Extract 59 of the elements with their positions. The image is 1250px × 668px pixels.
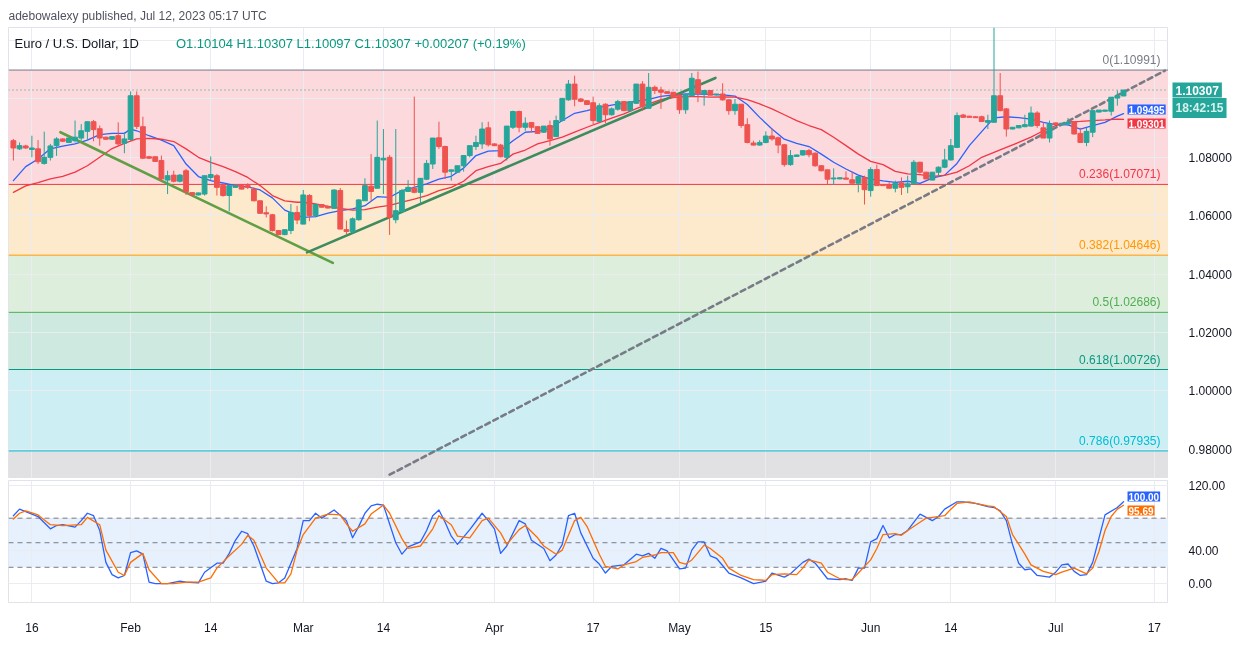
ref-line-label: 0.382(1.04646) bbox=[1079, 238, 1161, 253]
ref-line-label: 0.236(1.07071) bbox=[1079, 167, 1161, 182]
y-tick-label: 1.02000 bbox=[1188, 325, 1233, 340]
y-tick-label: 1.00000 bbox=[1188, 384, 1233, 399]
text: 18:42:15 bbox=[1175, 101, 1224, 116]
candlestick bbox=[732, 98, 738, 116]
candlestick bbox=[695, 71, 701, 103]
x-tick-label: 14 bbox=[944, 620, 958, 635]
x-tick-label: 16 bbox=[25, 620, 39, 635]
candlestick bbox=[35, 139, 41, 165]
candlestick bbox=[867, 166, 874, 198]
y-tick-label: 120.00 bbox=[1188, 478, 1226, 493]
candlestick bbox=[645, 72, 652, 109]
ref-line-label: 0(1.10991) bbox=[1102, 53, 1161, 68]
x-tick-label: 17 bbox=[1147, 620, 1162, 635]
candlestick bbox=[294, 205, 300, 225]
x-tick-label: 17 bbox=[586, 620, 601, 635]
y-tick-label: 40.00 bbox=[1188, 544, 1219, 559]
candlestick bbox=[1046, 120, 1053, 143]
candlestick bbox=[331, 188, 337, 210]
candlestick bbox=[411, 96, 418, 194]
data-label: 1.09301 bbox=[1128, 118, 1166, 130]
candlestick bbox=[306, 193, 313, 222]
text: Euro / U.S. Dollar, 1D bbox=[14, 35, 139, 51]
text: O1.10104 H1.10307 L1.10097 C1.10307 +0.00207 (+0.19%) bbox=[175, 35, 526, 51]
data-label: 100.00 bbox=[1128, 491, 1160, 503]
x-tick-label: Mar bbox=[292, 620, 314, 635]
ref-line-label: 1.10307 bbox=[1175, 83, 1220, 98]
x-tick-label: 14 bbox=[376, 620, 391, 635]
ref-line-label: 0.5(1.02686) bbox=[1092, 295, 1161, 310]
x-tick-label: 15 bbox=[759, 620, 773, 635]
candlestick bbox=[596, 102, 603, 122]
x-tick-label: Apr bbox=[485, 620, 504, 635]
y-tick-label: 1.04000 bbox=[1188, 267, 1233, 282]
candlestick bbox=[547, 120, 553, 147]
y-tick-label: 1.06000 bbox=[1188, 209, 1233, 224]
data-label: 1.09495 bbox=[1128, 104, 1166, 116]
candlestick bbox=[164, 170, 171, 195]
x-tick-label: Feb bbox=[120, 620, 142, 635]
candlestick bbox=[861, 175, 868, 206]
candlestick bbox=[639, 80, 646, 112]
text: adebowalexy published, Jul 12, 2023 05:17 UTC bbox=[8, 8, 267, 23]
y-tick-label: 0.98000 bbox=[1188, 442, 1233, 457]
data-label: 95.69 bbox=[1128, 505, 1154, 517]
candlestick bbox=[115, 121, 122, 147]
y-tick-label: 0.00 bbox=[1188, 577, 1213, 592]
x-tick-label: May bbox=[668, 620, 691, 635]
candlestick bbox=[368, 153, 374, 202]
x-tick-label: Jul bbox=[1048, 620, 1064, 635]
candlestick bbox=[183, 168, 189, 196]
line-series bbox=[12, 501, 1125, 585]
candlestick bbox=[28, 135, 35, 158]
ref-line-label: 0.786(0.97935) bbox=[1079, 433, 1161, 448]
candlestick bbox=[10, 138, 17, 162]
x-tick-label: 14 bbox=[204, 620, 218, 635]
y-tick-label: 1.08000 bbox=[1188, 150, 1233, 165]
x-tick-label: Jun bbox=[860, 620, 881, 635]
candlestick bbox=[602, 102, 609, 124]
ref-line-label: 0.618(1.00726) bbox=[1079, 352, 1161, 367]
